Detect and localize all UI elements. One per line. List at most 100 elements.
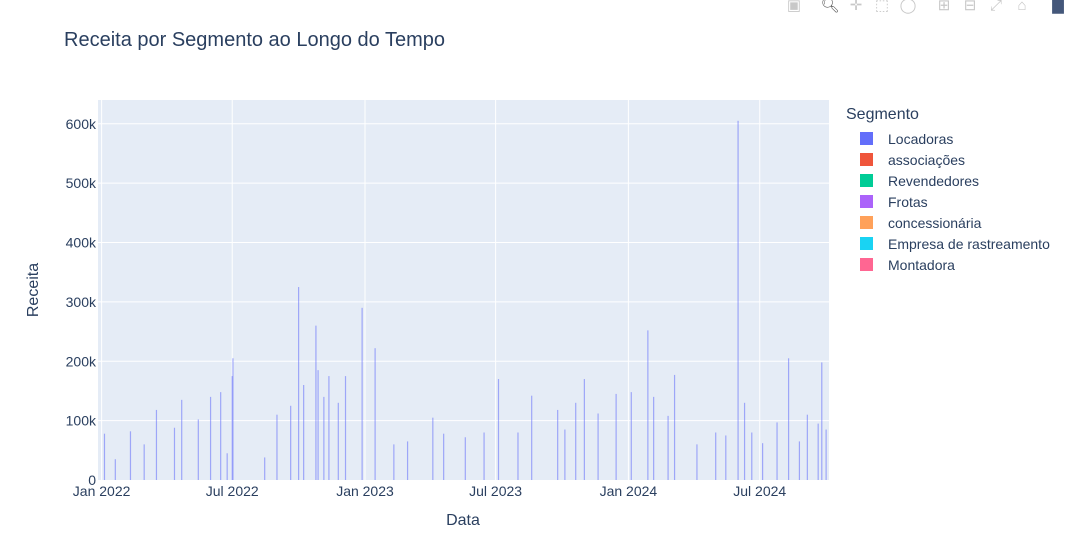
legend-item[interactable]: Montadora: [846, 254, 1050, 275]
bar[interactable]: [557, 409, 559, 480]
bar[interactable]: [197, 419, 199, 480]
y-tick-label: 300k: [66, 294, 97, 310]
bar[interactable]: [143, 444, 145, 480]
legend-label: concessionária: [888, 214, 982, 231]
zoom-out-icon[interactable]: ⊟: [963, 0, 977, 14]
bar[interactable]: [647, 330, 649, 480]
bar[interactable]: [743, 402, 746, 480]
plot-area[interactable]: [98, 100, 829, 480]
bar[interactable]: [630, 392, 632, 480]
y-tick-labels: 0 100k 200k 300k 400k 500k 600k: [66, 116, 97, 488]
bar[interactable]: [597, 413, 599, 481]
bar[interactable]: [531, 395, 533, 480]
bar[interactable]: [393, 444, 395, 480]
bar[interactable]: [103, 433, 106, 480]
x-tick-labels: Jan 2022 Jul 2022 Jan 2023 Jul 2023 Jan 2024…: [73, 483, 787, 499]
bar[interactable]: [667, 415, 669, 480]
zoom-icon[interactable]: 🔍︎: [820, 0, 840, 14]
legend-item[interactable]: Empresa de rastreamento: [846, 233, 1050, 254]
bar[interactable]: [517, 432, 519, 481]
bar[interactable]: [129, 431, 132, 480]
bar[interactable]: [432, 417, 434, 480]
bar[interactable]: [231, 376, 233, 480]
modebar: ▣ 🔍︎ ✛ ⬚ ◯ ⊞ ⊟ ⤢ ⌂ ▇: [783, 0, 1069, 14]
bar[interactable]: [406, 441, 409, 480]
bar[interactable]: [776, 422, 778, 480]
bar[interactable]: [374, 348, 376, 480]
bar[interactable]: [337, 402, 339, 480]
camera-icon[interactable]: ▣: [786, 0, 802, 14]
bar[interactable]: [464, 437, 466, 480]
bar[interactable]: [715, 432, 717, 481]
bar[interactable]: [317, 370, 319, 480]
pan-icon[interactable]: ✛: [849, 0, 863, 14]
legend-swatch: [860, 258, 873, 271]
bar[interactable]: [443, 433, 445, 480]
y-tick-label: 600k: [66, 116, 97, 132]
legend-label: Frotas: [888, 193, 928, 210]
bar[interactable]: [298, 287, 300, 480]
bar[interactable]: [821, 362, 823, 480]
bar[interactable]: [575, 402, 577, 480]
bar[interactable]: [483, 432, 485, 481]
bar[interactable]: [155, 409, 158, 480]
x-tick-label: Jul 2023: [469, 483, 522, 499]
legend-items: Locadoras associações Revendedores Frotas co…: [846, 128, 1050, 275]
bar[interactable]: [825, 429, 827, 480]
y-axis-label: Receita: [25, 263, 42, 317]
legend-label: Revendedores: [888, 172, 980, 189]
lasso-select-icon[interactable]: ◯: [899, 0, 917, 14]
bar[interactable]: [344, 376, 347, 480]
chart-title: Receita por Segmento ao Longo do Tempo: [64, 29, 445, 51]
bar[interactable]: [817, 423, 819, 480]
bar[interactable]: [751, 432, 753, 481]
bar[interactable]: [315, 325, 317, 480]
x-tick-label: Jan 2024: [600, 483, 658, 499]
legend-label: Empresa de rastreamento: [888, 235, 1050, 252]
bar[interactable]: [653, 396, 655, 480]
bar[interactable]: [173, 427, 176, 480]
legend-swatch: [860, 237, 873, 250]
bar[interactable]: [290, 405, 292, 480]
y-tick-label: 0: [88, 472, 96, 488]
box-select-icon[interactable]: ⬚: [874, 0, 890, 14]
bar[interactable]: [806, 414, 808, 480]
bar[interactable]: [303, 385, 305, 480]
legend-item[interactable]: associações: [846, 149, 1050, 170]
bar[interactable]: [209, 396, 212, 480]
bar[interactable]: [226, 453, 228, 480]
bar[interactable]: [737, 120, 739, 480]
bar[interactable]: [762, 443, 764, 480]
legend-item[interactable]: Revendedores: [846, 170, 1050, 191]
legend-label: Locadoras: [888, 130, 954, 147]
bar[interactable]: [276, 414, 278, 480]
x-tick-label: Jan 2023: [336, 483, 394, 499]
bar[interactable]: [220, 392, 222, 480]
bar[interactable]: [264, 457, 266, 480]
bar[interactable]: [232, 358, 234, 480]
bar[interactable]: [564, 429, 566, 480]
bar[interactable]: [787, 358, 790, 480]
bar[interactable]: [583, 379, 585, 480]
bar[interactable]: [328, 376, 330, 480]
legend-item[interactable]: Locadoras: [846, 128, 1050, 149]
bar[interactable]: [696, 444, 698, 480]
bar[interactable]: [114, 459, 116, 480]
reset-axes-icon[interactable]: ⌂: [1017, 0, 1027, 14]
legend-item[interactable]: Frotas: [846, 191, 1050, 212]
legend-swatch: [860, 153, 873, 166]
plotly-logo-icon[interactable]: ▇: [1052, 0, 1064, 14]
autoscale-icon[interactable]: ⤢: [989, 0, 1002, 14]
zoom-in-icon[interactable]: ⊞: [937, 0, 951, 14]
bar[interactable]: [361, 307, 363, 480]
bar[interactable]: [615, 393, 617, 480]
bar[interactable]: [323, 396, 325, 480]
legend-label: Montadora: [888, 256, 955, 273]
bar[interactable]: [673, 374, 676, 480]
legend-item[interactable]: concessionária: [846, 212, 1050, 233]
x-tick-label: Jul 2022: [206, 483, 259, 499]
bar[interactable]: [798, 441, 801, 480]
bar[interactable]: [497, 379, 500, 480]
bar[interactable]: [181, 399, 183, 480]
bar[interactable]: [725, 435, 727, 480]
